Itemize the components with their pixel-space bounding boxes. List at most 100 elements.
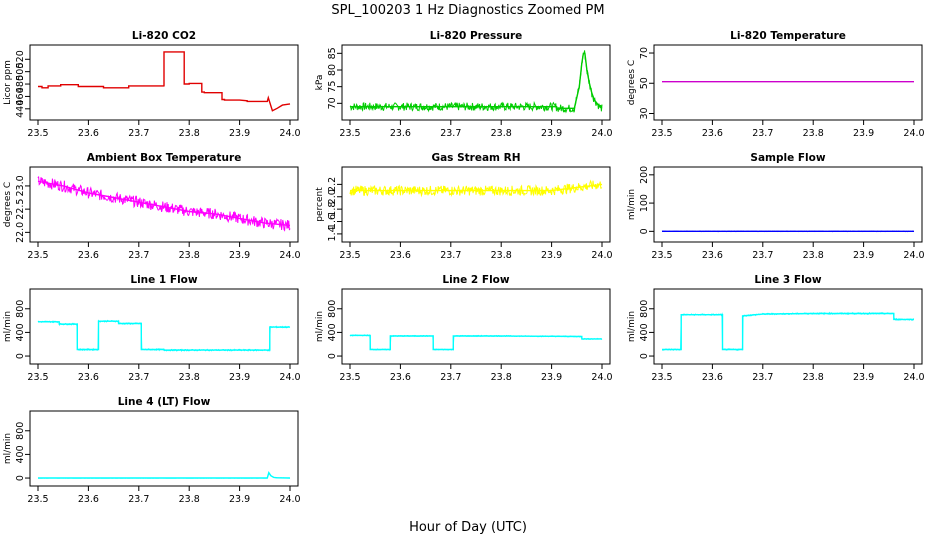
y-axis-label: ml/min (627, 311, 637, 342)
series-line (350, 183, 603, 192)
y-tick-label: 400 (327, 323, 338, 341)
series-line (38, 320, 290, 351)
y-tick-label: 400 (639, 323, 650, 341)
x-tick-label: 24.0 (279, 128, 300, 139)
plot-frame (653, 166, 923, 243)
series-noise (37, 176, 291, 232)
x-tick-label: 23.7 (440, 372, 461, 383)
panel: Sample Flow 23.5 23.6 23.7 23.8 23.9 24.0 0 100 2… (627, 152, 925, 261)
panel-title: Gas Stream RH (431, 152, 520, 164)
plot-frame (29, 166, 299, 243)
y-axis-label: degrees C (627, 60, 637, 105)
x-tick-label: 23.9 (229, 372, 250, 383)
x-tick-label: 23.6 (702, 372, 723, 383)
y-tick-label: 0 (15, 353, 26, 359)
x-tick-label: 23.8 (803, 128, 824, 139)
x-tick-label: 24.0 (591, 250, 612, 261)
y-tick-label: 400 (15, 323, 26, 341)
x-tick-label: 23.8 (491, 250, 512, 261)
plot-frame (341, 288, 611, 365)
series-noise (662, 311, 915, 351)
panel: Gas Stream RH 23.5 23.6 23.7 23.8 23.9 24.0 1.4… (315, 152, 613, 261)
y-axis-label: ml/min (3, 311, 13, 342)
x-tick-label: 23.6 (702, 250, 723, 261)
x-tick-label: 23.6 (78, 372, 99, 383)
x-tick-label: 23.5 (339, 128, 360, 139)
x-tick-label: 23.8 (179, 128, 200, 139)
x-tick-label: 23.9 (541, 372, 562, 383)
panel-title: Li-820 CO2 (132, 30, 196, 42)
y-axis-label: ml/min (627, 189, 637, 220)
plot-frame (341, 166, 611, 243)
x-tick-label: 24.0 (903, 250, 924, 261)
panel-title: Line 3 Flow (754, 274, 821, 286)
panels: Li-820 CO2 23.5 23.6 23.7 23.8 23.9 24.0 440460… (3, 30, 925, 505)
x-tick-label: 23.8 (179, 372, 200, 383)
x-tick-label: 24.0 (279, 372, 300, 383)
plot-frame (29, 288, 299, 365)
panel-title: Line 2 Flow (442, 274, 509, 286)
x-tick-label: 23.8 (491, 372, 512, 383)
y-axis-label: degrees C (3, 182, 13, 227)
series-noise (349, 50, 603, 114)
x-tick-label: 23.7 (128, 494, 149, 505)
y-tick-label: 520 (15, 50, 26, 68)
y-tick-label: 0 (639, 228, 650, 234)
x-tick-label: 23.7 (752, 250, 773, 261)
y-tick-label: 70 (327, 97, 338, 109)
x-tick-label: 23.7 (752, 372, 773, 383)
x-tick-label: 23.7 (128, 250, 149, 261)
panel: Line 4 (LT) Flow 23.5 23.6 23.7 23.8 23.9 24.0… (3, 396, 301, 505)
x-tick-label: 23.6 (78, 128, 99, 139)
series-line (350, 334, 602, 351)
y-tick-label: 440 (15, 100, 26, 118)
plot-frame (29, 44, 299, 121)
series-noise (37, 319, 291, 352)
x-tick-label: 23.6 (78, 494, 99, 505)
plot-frame (29, 410, 299, 487)
y-axis-label: Licor ppm (3, 60, 13, 105)
x-tick-label: 23.9 (541, 250, 562, 261)
figure-xlabel: Hour of Day (UTC) (409, 520, 527, 535)
x-tick-label: 23.7 (128, 372, 149, 383)
y-tick-label: 0 (15, 475, 26, 481)
panel-title: Li-820 Pressure (430, 30, 523, 42)
panel-title: Line 4 (LT) Flow (118, 396, 211, 408)
y-axis-label: percent (315, 187, 325, 222)
y-tick-label: 80 (327, 64, 338, 76)
x-tick-label: 23.8 (179, 250, 200, 261)
x-tick-label: 23.7 (752, 128, 773, 139)
y-tick-label: 0 (327, 353, 338, 359)
y-tick-label: 1.4 (327, 226, 338, 241)
panel: Line 2 Flow 23.5 23.6 23.7 23.8 23.9 24.0 0 400 8… (315, 274, 613, 383)
y-tick-label: 800 (15, 422, 26, 440)
x-tick-label: 23.5 (651, 250, 672, 261)
x-tick-label: 23.9 (853, 250, 874, 261)
x-tick-label: 23.5 (339, 372, 360, 383)
y-tick-label: 75 (327, 81, 338, 93)
y-tick-label: 800 (639, 300, 650, 318)
y-tick-label: 500 (15, 63, 26, 81)
y-tick-label: 800 (15, 300, 26, 318)
panel: Ambient Box Temperature 23.5 23.6 23.7 23.8 2… (3, 152, 301, 261)
series-line (38, 471, 291, 479)
x-tick-label: 23.6 (390, 128, 411, 139)
y-tick-label: 0 (639, 353, 650, 359)
y-tick-label: 100 (639, 194, 650, 212)
x-tick-label: 23.9 (853, 128, 874, 139)
series-line (37, 180, 291, 227)
plot-frame (341, 44, 611, 121)
y-tick-label: 30 (639, 107, 650, 119)
x-tick-label: 24.0 (591, 372, 612, 383)
panel: Line 3 Flow 23.5 23.6 23.7 23.8 23.9 24.0 0 400 8… (627, 274, 925, 383)
figure-title: SPL_100203 1 Hz Diagnostics Zoomed PM (331, 3, 604, 18)
x-tick-label: 23.6 (78, 250, 99, 261)
x-tick-label: 23.9 (229, 250, 250, 261)
y-tick-label: 70 (639, 47, 650, 59)
y-tick-label: 200 (639, 166, 650, 184)
panel: Line 1 Flow 23.5 23.6 23.7 23.8 23.9 24.0 0 400 8… (3, 274, 301, 383)
y-tick-label: 23.0 (15, 175, 26, 196)
x-tick-label: 23.9 (229, 128, 250, 139)
y-tick-label: 50 (639, 77, 650, 89)
x-tick-label: 24.0 (903, 128, 924, 139)
